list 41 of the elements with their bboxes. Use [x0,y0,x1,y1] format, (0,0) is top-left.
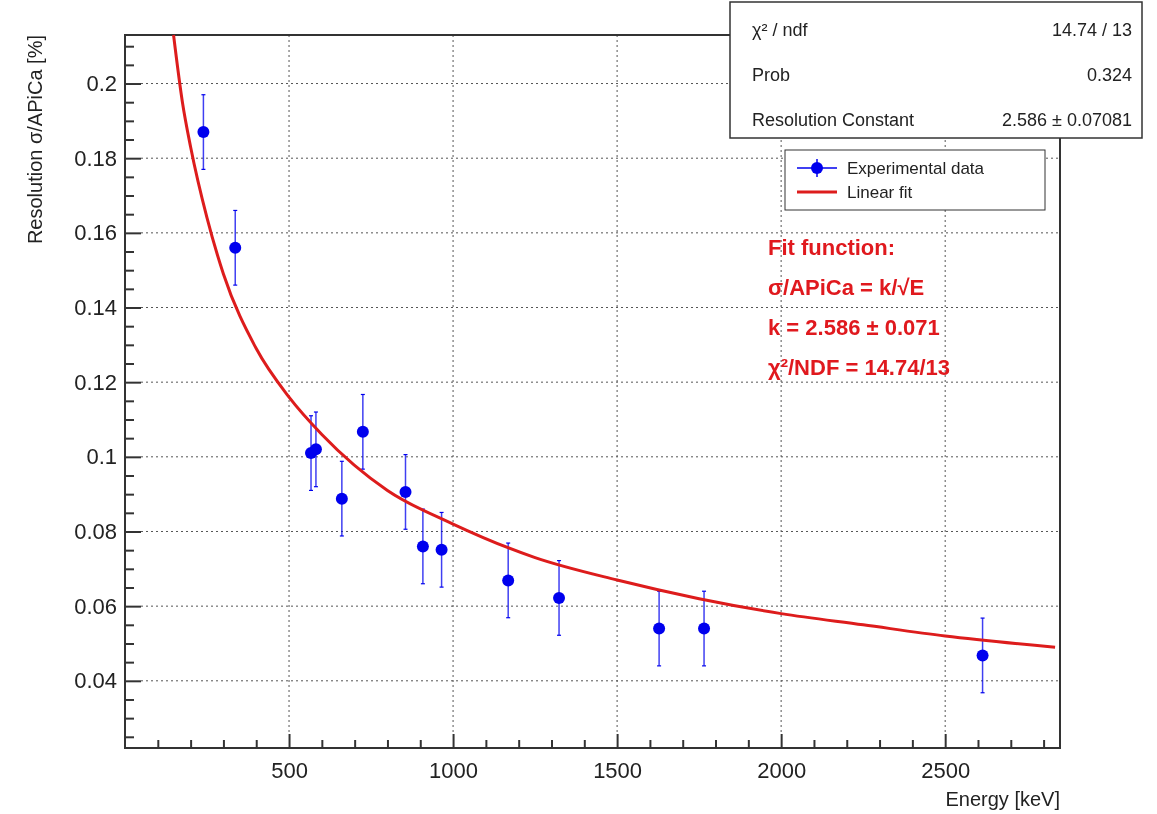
x-tick-label: 1500 [593,757,643,783]
annotation: k = 2.586 ± 0.071 [768,315,940,340]
point [653,622,666,635]
annotation: χ² / ndf [752,20,809,40]
point [435,543,448,556]
x-tick-label: 1000 [429,757,479,783]
point [229,241,242,254]
y-tick-label: 0.06 [74,593,117,619]
annotation: 14.74 / 13 [1051,20,1132,40]
x-tick-label: 2000 [757,757,807,783]
point [553,591,566,604]
point [335,492,348,505]
x-tick-label: 2500 [921,757,971,783]
y-tick-label: 0.1 [86,444,117,470]
x-tick-label: 500 [271,757,308,783]
point [698,622,711,635]
y-axis-title: Resolution σ/APiCa [%] [24,35,46,245]
annotation: χ²/NDF = 14.74/13 [768,355,951,380]
point [502,574,515,587]
text: 0.324 [1086,65,1132,85]
y-tick-label: 0.08 [74,519,117,545]
y-tick-label: 0.04 [74,668,117,694]
point [976,649,989,662]
legend-label: Linear fit [847,183,913,202]
y-tick-label: 0.14 [74,295,117,321]
y-tick-label: 0.18 [74,145,117,171]
legend-label: Experimental data [847,159,985,178]
point [416,540,429,553]
annotation: Resolution Constant [752,110,915,130]
point [309,443,322,456]
annotation: 2.586 ± 0.07081 [1002,110,1132,130]
x-axis-title: Energy [keV] [945,788,1060,810]
annotation: Fit function: [768,235,896,260]
y-tick-label: 0.12 [74,369,117,395]
point [399,485,412,498]
y-tick-label: 0.16 [74,220,117,246]
annotation: Prob [752,65,791,85]
annotation: σ/APiCa = k/√E [768,275,925,300]
point [356,425,369,438]
point [197,126,210,139]
y-tick-label: 0.2 [86,71,117,97]
